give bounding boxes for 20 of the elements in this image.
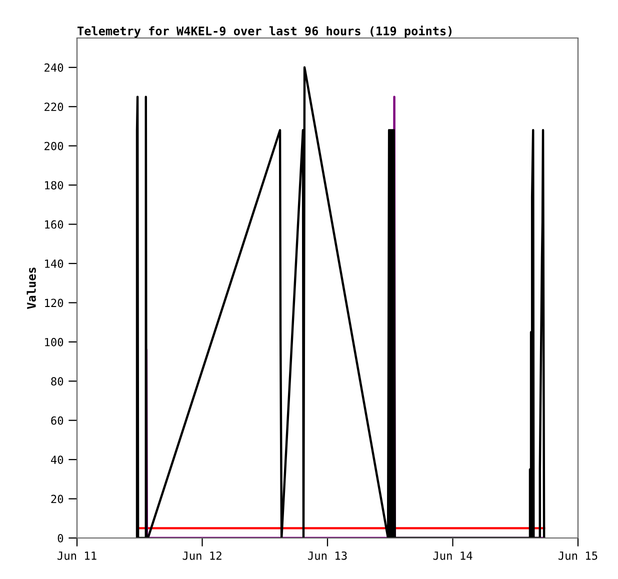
y-tick-label: 160 [45,220,64,229]
y-tick-label: 60 [51,416,64,425]
x-tick-label: Jun 15 [558,552,598,560]
y-tick-label: 40 [50,456,64,464]
x-tick-label: Jun 12 [182,551,222,560]
y-tick-label: 180 [45,181,64,190]
chart-title: Telemetry for W4KEL-9 over last 96 hours (119 points) [78,26,452,38]
y-axis-title: Values [26,268,36,309]
y-tick-label: 100 [45,338,64,346]
x-tick-label: Jun 11 [58,552,96,560]
y-tick-label: 200 [44,142,64,150]
x-tick-label: Jun 14 [433,552,472,560]
y-tick-label: 20 [51,494,64,504]
y-tick-label: 0 [58,534,64,542]
y-tick-label: 80 [51,377,64,386]
y-tick-label: 120 [45,298,64,308]
y-tick-label: 220 [44,102,64,112]
y-tick-label: 140 [45,259,64,268]
x-tick-label: Jun 13 [308,551,347,560]
y-tick-label: 240 [44,63,64,72]
